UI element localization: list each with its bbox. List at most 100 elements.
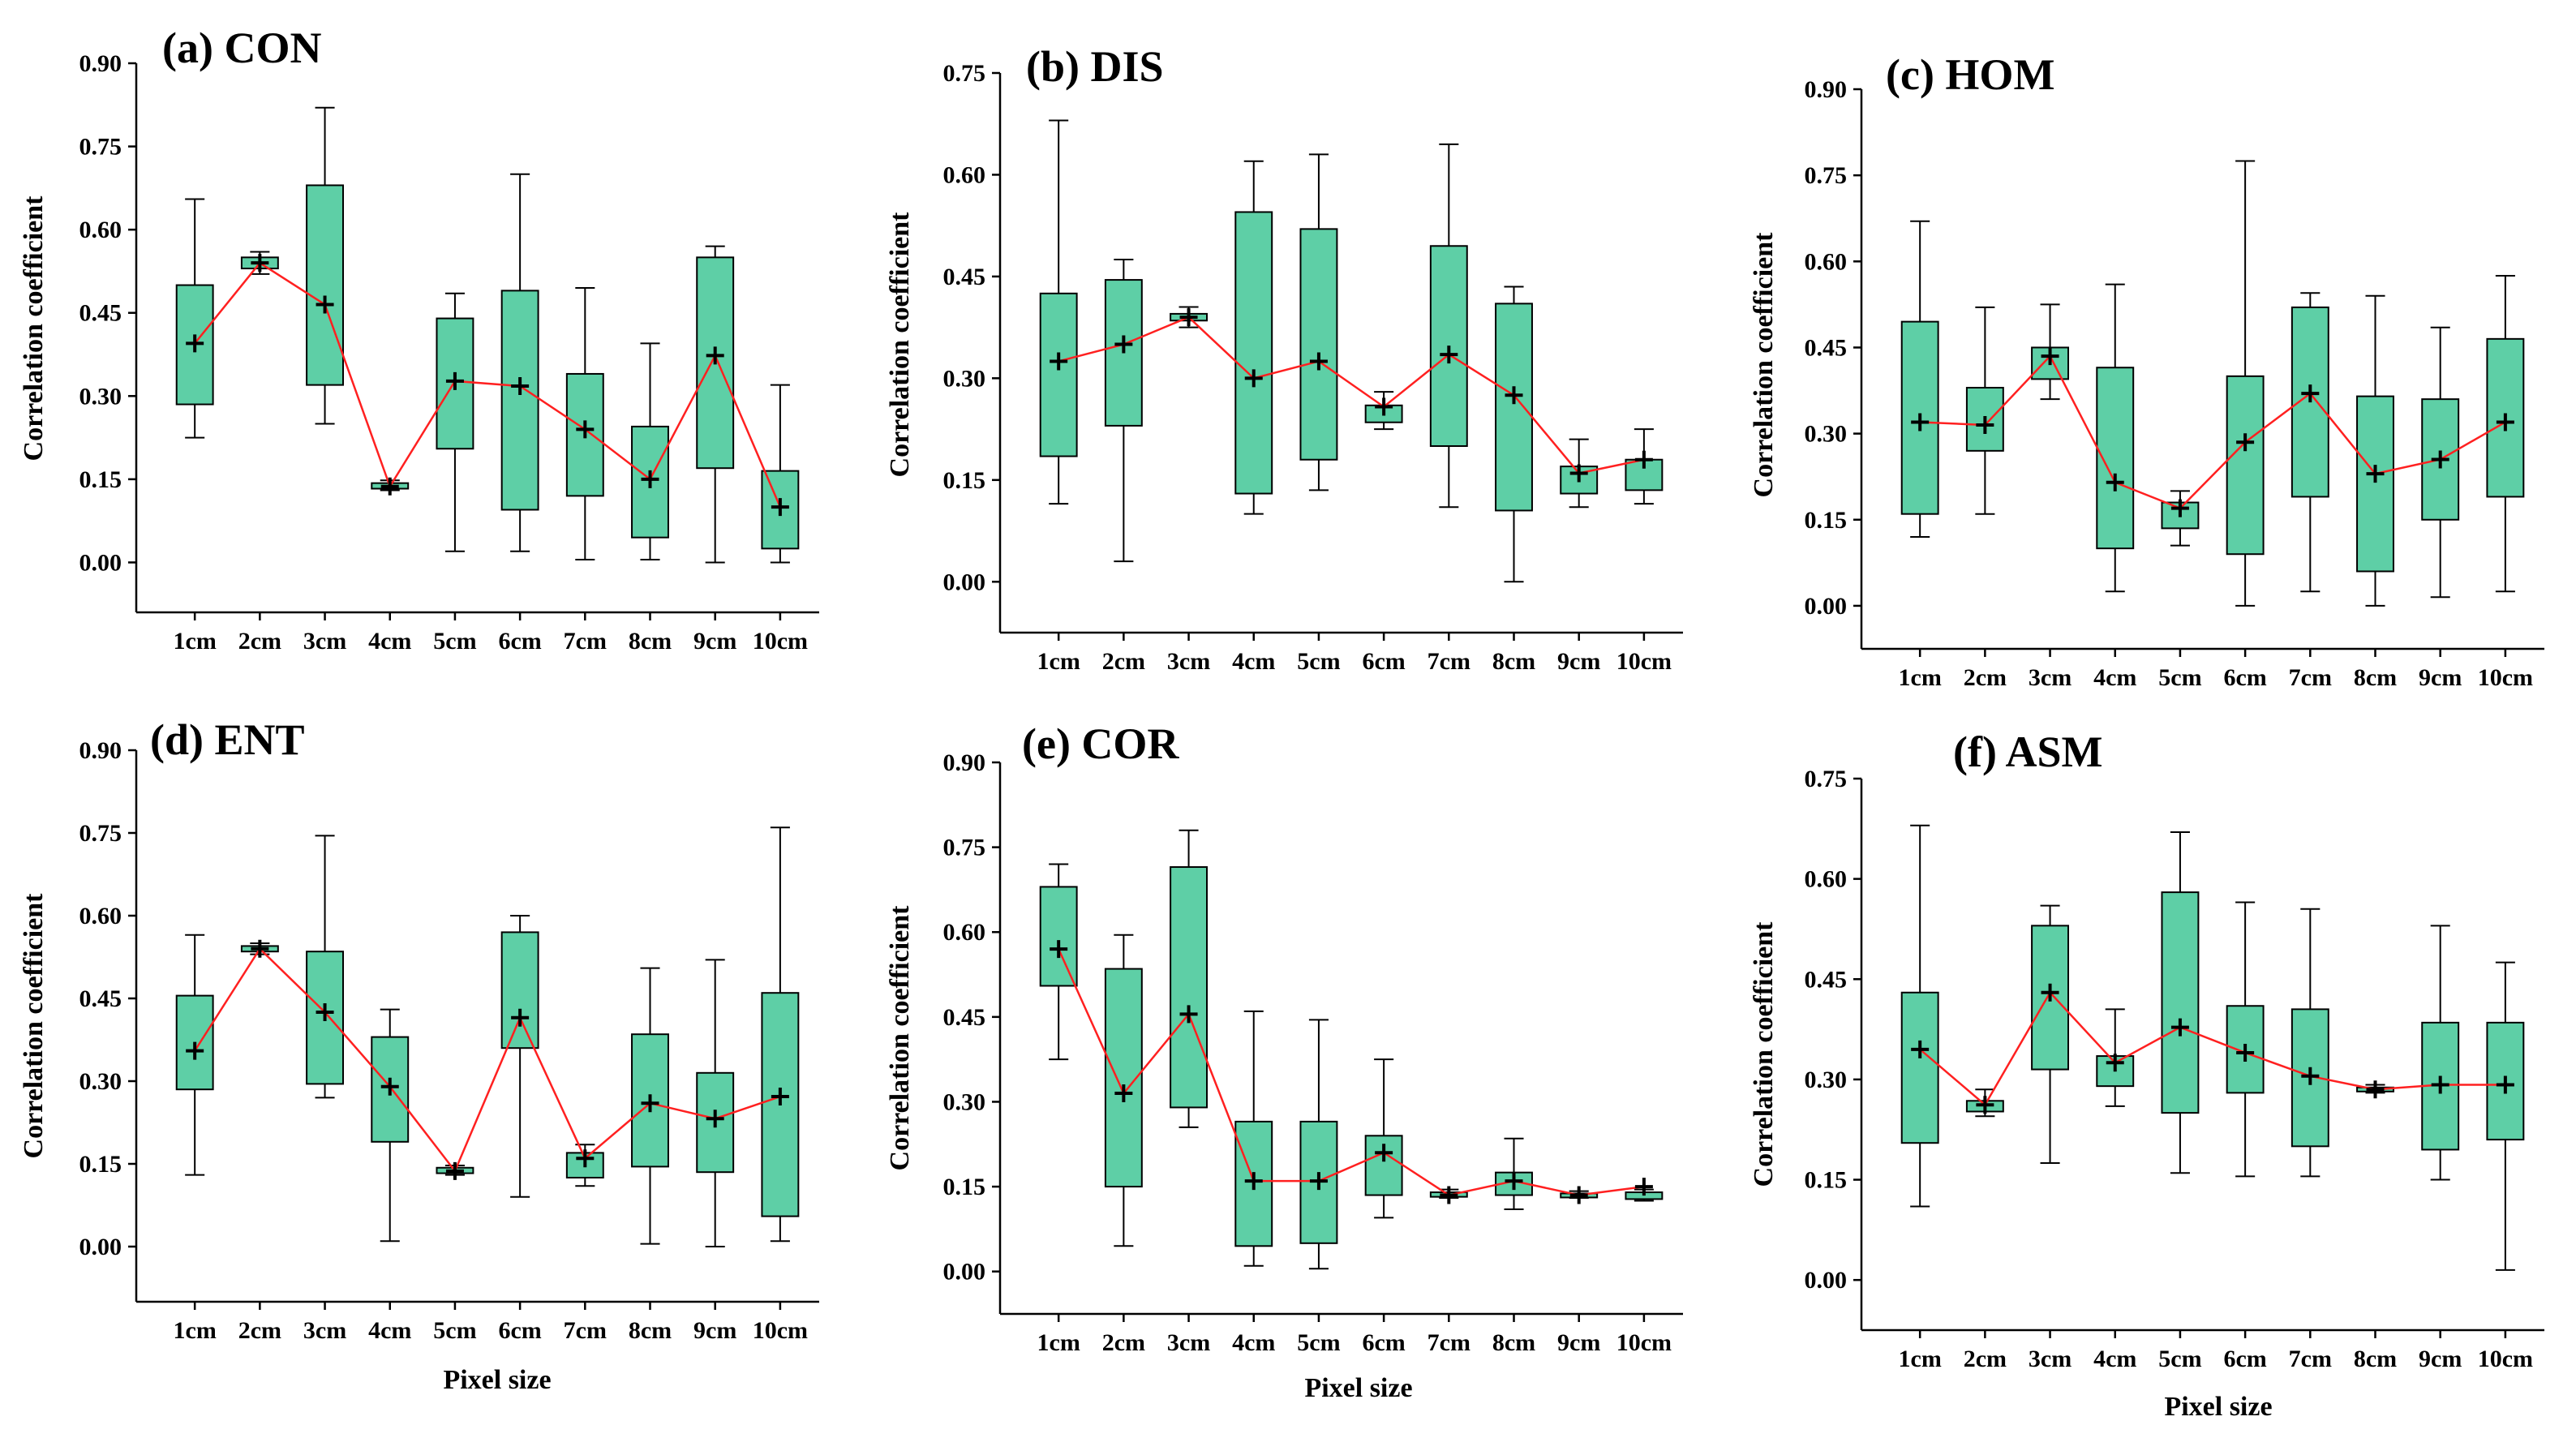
y-axis-label: Correlation coefficient — [1749, 232, 1779, 498]
y-tick-label: 0.75 — [79, 134, 122, 161]
y-tick-label: 0.90 — [943, 749, 986, 776]
y-tick-label: 0.30 — [79, 383, 122, 410]
mean-line — [1919, 990, 2505, 1107]
y-tick-label: 0.60 — [943, 161, 986, 188]
x-tick-label: 3cm — [2029, 1346, 2072, 1372]
mean-marker — [1634, 1178, 1653, 1196]
x-tick-label: 3cm — [1167, 648, 1210, 675]
x-tick-label: 9cm — [2419, 664, 2462, 691]
mean-marker — [1505, 386, 1523, 405]
x-axis-label: Pixel size — [1304, 1373, 1412, 1403]
mean-marker — [1179, 1005, 1198, 1024]
x-tick-label: 7cm — [564, 628, 607, 655]
mean-marker — [2041, 983, 2059, 1002]
x-tick-label: 2cm — [1102, 648, 1145, 675]
x-tick-label: 9cm — [693, 628, 736, 655]
mean-marker — [2170, 1018, 2189, 1037]
mean-marker — [2496, 1075, 2514, 1094]
y-tick-label: 0.90 — [79, 50, 122, 77]
x-tick-label: 8cm — [629, 628, 672, 655]
x-tick-label: 3cm — [303, 1317, 346, 1344]
mean-marker — [1050, 352, 1068, 371]
y-tick-label: 0.00 — [1805, 593, 1848, 620]
panel-title: (b) DIS — [1026, 42, 1164, 91]
mean-marker — [1976, 416, 1994, 434]
x-tick-label: 2cm — [1964, 1346, 2007, 1372]
panel-d: (d) ENT Correlation coefficient Pixel si… — [19, 715, 819, 1395]
box-iqr — [500, 931, 539, 1050]
mean-marker — [2106, 1054, 2124, 1072]
x-axis-label: Pixel size — [443, 1365, 551, 1395]
y-tick-label: 0.45 — [79, 985, 122, 1012]
y-tick-label: 0.00 — [1805, 1267, 1848, 1294]
panel-f: (f) ASM Correlation coefficient Pixel si… — [1749, 728, 2544, 1422]
mean-marker — [251, 939, 269, 958]
panel-e: (e) COR Correlation coefficient Pixel si… — [885, 719, 1683, 1403]
y-tick-label: 0.75 — [943, 835, 986, 861]
x-tick-label: 6cm — [498, 1317, 541, 1344]
mean-marker — [1050, 940, 1068, 959]
panel-title: (e) COR — [1022, 719, 1179, 768]
mean-marker — [1911, 413, 1930, 431]
box-iqr — [1495, 303, 1533, 512]
x-tick-label: 3cm — [1167, 1329, 1210, 1356]
mean-line — [1058, 316, 1645, 474]
x-tick-label: 9cm — [1557, 648, 1600, 675]
mean-marker — [1440, 346, 1458, 364]
y-tick-label: 0.15 — [1805, 1167, 1848, 1194]
y-tick-label: 0.45 — [79, 300, 122, 327]
x-tick-label: 4cm — [368, 1317, 411, 1344]
y-tick-label: 0.00 — [79, 549, 122, 576]
y-tick-label: 0.00 — [943, 569, 986, 595]
x-tick-label: 7cm — [1428, 648, 1470, 675]
x-tick-label: 8cm — [1492, 1329, 1535, 1356]
mean-marker — [576, 420, 595, 439]
y-tick-label: 0.30 — [943, 365, 986, 392]
mean-marker — [2236, 1043, 2255, 1062]
mean-marker — [2496, 413, 2514, 431]
x-tick-label: 4cm — [1232, 1329, 1275, 1356]
x-tick-label: 1cm — [174, 628, 217, 655]
mean-marker — [2301, 1067, 2320, 1085]
box-iqr — [1039, 886, 1078, 987]
x-tick-label: 6cm — [498, 628, 541, 655]
mean-marker — [380, 477, 399, 496]
box-iqr — [1299, 228, 1338, 461]
x-tick-label: 8cm — [629, 1317, 672, 1344]
mean-marker — [2301, 384, 2320, 403]
y-tick-label: 0.15 — [79, 1151, 122, 1178]
mean-marker — [2366, 1080, 2385, 1099]
x-tick-label: 7cm — [1428, 1329, 1470, 1356]
x-tick-label: 3cm — [2029, 664, 2072, 691]
y-tick-label: 0.15 — [1805, 507, 1848, 534]
x-tick-label: 10cm — [1616, 1329, 1672, 1356]
mean-marker — [1569, 464, 1588, 483]
mean-marker — [706, 1110, 724, 1128]
x-tick-label: 5cm — [2158, 1346, 2201, 1372]
y-tick-label: 0.60 — [79, 217, 122, 243]
x-tick-label: 1cm — [174, 1317, 217, 1344]
box-iqr — [2226, 375, 2265, 556]
y-tick-label: 0.45 — [943, 1004, 986, 1031]
x-tick-label: 8cm — [2354, 664, 2397, 691]
mean-marker — [316, 1003, 334, 1021]
box-iqr — [1429, 245, 1468, 448]
mean-marker — [2106, 473, 2124, 491]
y-axis-label: Correlation coefficient — [885, 212, 915, 478]
mean-line — [194, 261, 782, 508]
mean-marker — [1375, 397, 1393, 416]
panel-c: (c) HOM Correlation coefficient 0.00 0.15… — [1749, 50, 2544, 691]
x-tick-label: 1cm — [1037, 1329, 1080, 1356]
mean-marker — [1375, 1144, 1393, 1162]
x-tick-label: 5cm — [1297, 648, 1340, 675]
y-tick-label: 0.90 — [79, 737, 122, 764]
y-tick-label: 0.60 — [1805, 248, 1848, 275]
mean-marker — [2170, 499, 2189, 517]
x-tick-label: 9cm — [2419, 1346, 2462, 1372]
y-tick-label: 0.45 — [1805, 966, 1848, 993]
x-tick-label: 7cm — [2289, 664, 2332, 691]
x-tick-label: 2cm — [238, 1317, 281, 1344]
y-axis-label: Correlation coefficient — [19, 195, 49, 461]
y-axis-label: Correlation coefficient — [1749, 921, 1779, 1187]
mean-marker — [1179, 308, 1198, 327]
